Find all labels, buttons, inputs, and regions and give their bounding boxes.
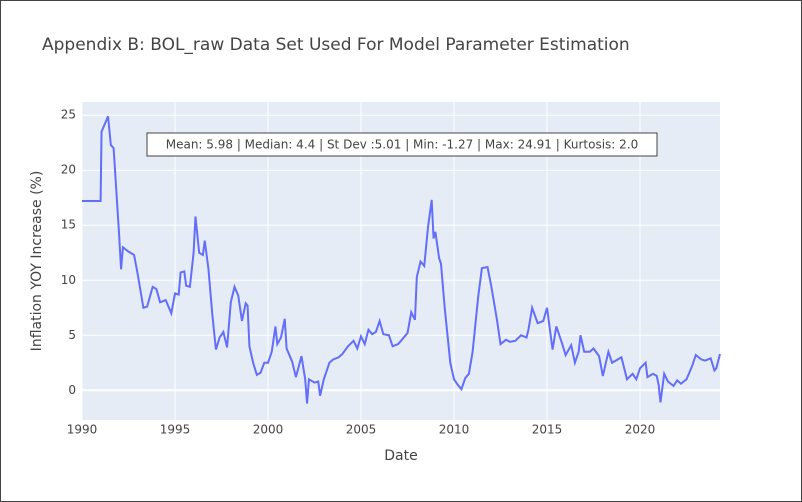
x-tick-label: 2005 [346, 423, 377, 437]
y-axis-title: Inflation YOY Increase (%) [29, 171, 45, 352]
y-tick-label: 20 [61, 163, 76, 177]
y-tick-label: 5 [68, 328, 76, 342]
y-tick-label: 0 [68, 383, 76, 397]
y-tick-label: 10 [61, 273, 76, 287]
x-tick-label: 2000 [253, 423, 284, 437]
annotation-box [146, 132, 658, 157]
x-tick-label: 1990 [67, 423, 98, 437]
y-tick-label: 25 [61, 108, 76, 122]
x-tick-label: 2020 [625, 423, 656, 437]
chart-title: Appendix B: BOL_raw Data Set Used For Mo… [42, 35, 630, 55]
x-tick-label: 2010 [439, 423, 470, 437]
x-tick-label: 2015 [532, 423, 563, 437]
annotation: Mean: 5.98 | Median: 4.4 | St Dev :5.01 … [166, 138, 639, 152]
lines [82, 115, 721, 404]
line [82, 115, 721, 404]
y-tick-label: 15 [61, 218, 76, 232]
x-axis-title: Date [384, 448, 417, 464]
x-tick-label: 1995 [160, 423, 191, 437]
